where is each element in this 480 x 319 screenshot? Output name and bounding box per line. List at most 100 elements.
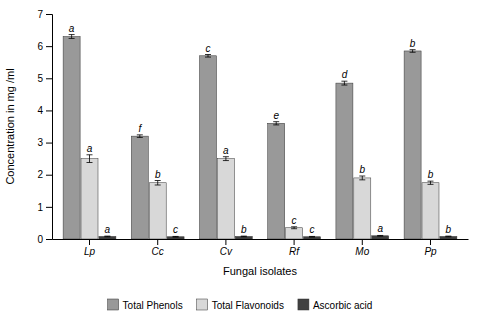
error-bar-cap	[377, 236, 383, 237]
bar	[217, 159, 234, 239]
error-bar	[137, 135, 143, 138]
error-bar	[155, 181, 161, 186]
error-bar-cap	[273, 124, 279, 125]
y-tick: 0	[37, 234, 52, 245]
x-axis-title: Fungal isolates	[223, 265, 297, 277]
y-tick-label: 6	[37, 41, 43, 52]
error-bar	[309, 236, 315, 238]
annotation: b	[360, 164, 366, 175]
y-tick-mark	[46, 14, 52, 15]
bar	[422, 183, 439, 239]
legend-item: Total Flavonoids	[197, 299, 284, 311]
y-axis-title: Concentration in mg /ml	[4, 68, 16, 184]
bar	[131, 136, 148, 239]
legend-label: Total Phenols	[123, 300, 183, 311]
y-tick: 4	[37, 105, 52, 116]
legend-swatch	[298, 299, 309, 310]
error-bar-cap	[291, 226, 297, 227]
bar	[235, 236, 252, 239]
error-bar	[87, 155, 93, 163]
x-tick: Mo	[355, 239, 369, 257]
x-tick: Rf	[289, 239, 300, 257]
y-tick-label: 3	[37, 137, 43, 148]
error-bar-cap	[341, 85, 347, 86]
y-tick-label: 4	[37, 105, 43, 116]
bar	[286, 228, 303, 239]
x-tick-label: Rf	[289, 246, 300, 257]
annotation: b	[446, 224, 452, 235]
y-tick-label: 5	[37, 73, 43, 84]
series	[99, 235, 457, 239]
error-bar-cap	[205, 57, 211, 58]
error-bar	[377, 235, 383, 237]
error-bar-cap	[223, 156, 229, 157]
error-bar-cap	[223, 160, 229, 161]
error-bar-cap	[69, 34, 75, 35]
error-bar-cap	[87, 162, 93, 163]
annotation: c	[206, 43, 211, 54]
y-tick-label: 0	[37, 234, 43, 245]
bar	[149, 183, 166, 239]
y-tick: 3	[37, 137, 52, 148]
x-tick: Cc	[152, 239, 164, 257]
error-bar	[104, 236, 110, 238]
bar	[200, 56, 217, 239]
annotation: f	[138, 123, 142, 134]
error-bar	[223, 157, 229, 161]
y-tick-label: 7	[37, 9, 43, 20]
error-bar-cap	[359, 176, 365, 177]
error-bar	[445, 236, 451, 238]
bar	[99, 236, 116, 239]
bar	[268, 123, 285, 239]
annotation: a	[223, 145, 229, 156]
annotation: b	[241, 224, 247, 235]
y-tick: 7	[37, 9, 52, 20]
error-bar-cap	[445, 236, 451, 237]
error-bar-cap	[309, 236, 315, 237]
error-bar-stem	[157, 181, 158, 186]
y-tick: 1	[37, 202, 52, 213]
y-tick-mark	[46, 78, 52, 79]
x-tick: Pp	[424, 239, 437, 257]
x-axis: Lp Cc Cv Rf Mo Pp	[53, 239, 469, 257]
error-bar	[291, 227, 297, 229]
error-bar-cap	[173, 237, 179, 238]
x-tick-label: Lp	[84, 246, 96, 257]
series	[63, 35, 421, 239]
error-bar-cap	[427, 184, 433, 185]
bar	[336, 83, 353, 239]
error-bar-cap	[137, 134, 143, 135]
legend: Total Phenols Total Flavonoids Ascorbic ac…	[108, 299, 373, 311]
error-bar-cap	[341, 81, 347, 82]
bar	[354, 178, 371, 239]
error-bar-cap	[155, 180, 161, 181]
x-tick: Cv	[220, 239, 233, 257]
y-tick: 5	[37, 73, 52, 84]
annotation: a	[69, 23, 75, 34]
error-bar	[205, 55, 211, 58]
annotation: a	[87, 143, 93, 154]
error-bar-stem	[225, 157, 226, 161]
annotation: a	[105, 224, 111, 235]
error-bar-cap	[241, 236, 247, 237]
y-tick-mark	[46, 143, 52, 144]
legend-item: Total Phenols	[108, 299, 183, 311]
bar	[404, 51, 421, 239]
x-tick-mark	[362, 239, 363, 245]
annotation: c	[173, 224, 178, 235]
x-tick-mark	[294, 239, 295, 245]
series	[81, 155, 439, 239]
error-bar	[410, 50, 416, 53]
x-tick-mark	[225, 239, 226, 245]
y-tick-mark	[46, 175, 52, 176]
error-bar-cap	[87, 154, 93, 155]
error-bar-cap	[241, 236, 247, 237]
annotation: c	[309, 224, 314, 235]
legend-swatch	[197, 299, 208, 310]
annotation: d	[342, 69, 348, 80]
x-tick-mark	[157, 239, 158, 245]
y-tick-mark	[46, 239, 52, 240]
y-tick: 6	[37, 41, 52, 52]
legend-item: Ascorbic acid	[298, 299, 372, 311]
marks	[63, 35, 457, 239]
